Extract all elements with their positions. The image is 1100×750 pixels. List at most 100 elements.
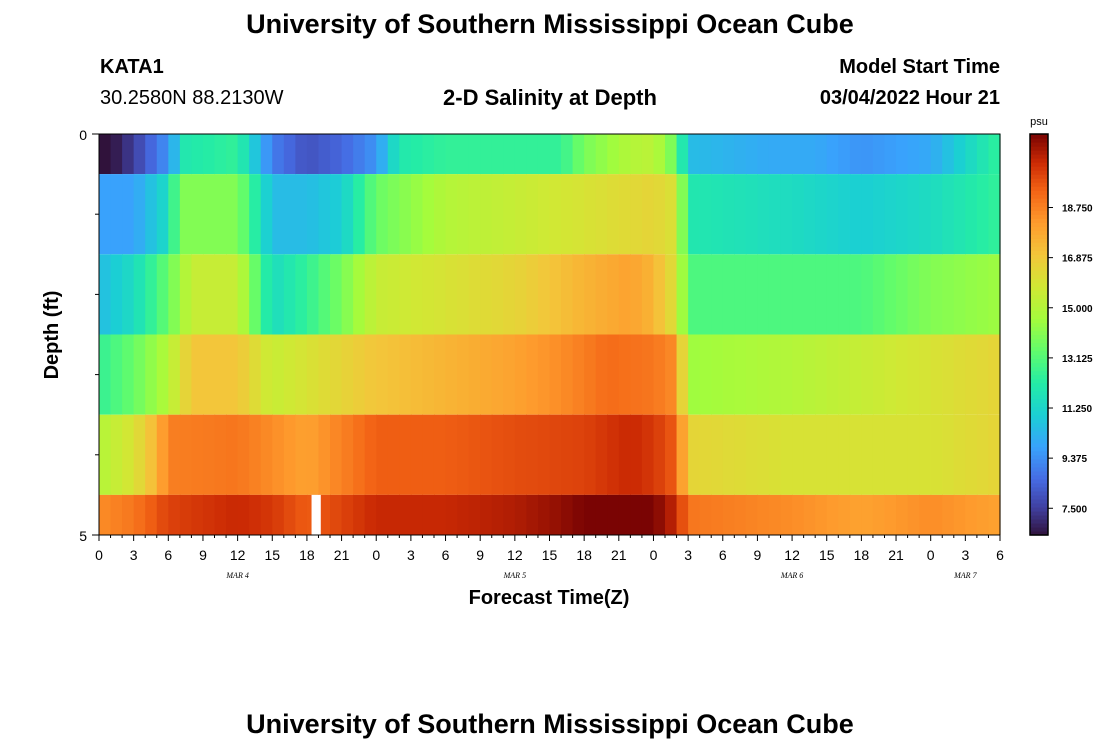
heatmap-cell bbox=[884, 134, 897, 175]
heatmap-cell bbox=[480, 174, 493, 255]
heatmap-cell bbox=[226, 414, 239, 495]
colorbar-segment bbox=[1030, 350, 1048, 356]
colorbar-segment bbox=[1030, 398, 1048, 404]
heatmap-cell bbox=[249, 414, 262, 495]
heatmap-cell bbox=[676, 174, 689, 255]
day-label: MAR 6 bbox=[780, 571, 803, 580]
heatmap-cell bbox=[191, 134, 204, 175]
heatmap-cell bbox=[399, 254, 412, 335]
heatmap-cell bbox=[665, 334, 678, 415]
heatmap-cell bbox=[988, 494, 1001, 535]
plot-title: 2-D Salinity at Depth bbox=[443, 85, 657, 110]
heatmap-cell bbox=[376, 494, 389, 535]
colorbar-segment bbox=[1030, 222, 1048, 227]
colorbar-segment bbox=[1030, 482, 1048, 488]
heatmap-cell bbox=[110, 494, 123, 535]
heatmap-cell bbox=[826, 254, 839, 335]
heatmap-cell bbox=[145, 174, 158, 255]
heatmap-cell bbox=[861, 134, 874, 175]
heatmap-cell bbox=[99, 334, 112, 415]
heatmap-cell bbox=[318, 414, 331, 495]
heatmap-cell bbox=[861, 494, 874, 535]
x-tick-label: 6 bbox=[996, 547, 1004, 563]
heatmap-cell bbox=[122, 494, 135, 535]
x-tick-label: 21 bbox=[611, 547, 627, 563]
heatmap-cell bbox=[768, 414, 782, 495]
heatmap-cell bbox=[249, 174, 262, 255]
heatmap-cell bbox=[641, 494, 655, 535]
colorbar-segment bbox=[1030, 226, 1048, 231]
heatmap-cell bbox=[480, 494, 493, 535]
heatmap-cell bbox=[584, 414, 597, 495]
colorbar-segment bbox=[1030, 202, 1048, 207]
heatmap-cell bbox=[353, 494, 366, 535]
colorbar-segment bbox=[1030, 434, 1048, 440]
colorbar-segment bbox=[1030, 238, 1048, 243]
heatmap-cell bbox=[711, 174, 724, 255]
heatmap-cell bbox=[191, 494, 204, 535]
colorbar-segment bbox=[1030, 518, 1048, 524]
heatmap-cell bbox=[780, 254, 793, 335]
heatmap-cell bbox=[607, 494, 620, 535]
heatmap-cell bbox=[156, 174, 169, 255]
x-tick-label: 18 bbox=[576, 547, 592, 563]
heatmap-cell bbox=[237, 254, 250, 335]
heatmap-cell bbox=[757, 254, 770, 335]
heatmap-cell bbox=[122, 134, 135, 175]
heatmap-cell bbox=[433, 494, 447, 535]
colorbar-segment bbox=[1030, 402, 1048, 408]
heatmap-cell bbox=[99, 174, 112, 255]
colorbar-segment bbox=[1030, 250, 1048, 255]
heatmap-cell bbox=[838, 334, 851, 415]
colorbar-segment bbox=[1030, 458, 1048, 464]
heatmap-cell bbox=[884, 254, 897, 335]
heatmap-cell bbox=[387, 254, 400, 335]
heatmap-cell bbox=[792, 414, 805, 495]
heatmap-cell bbox=[330, 134, 343, 175]
heatmap-cell bbox=[572, 494, 585, 535]
heatmap-cell bbox=[907, 494, 920, 535]
heatmap-cell bbox=[283, 494, 296, 535]
heatmap-cell bbox=[410, 134, 424, 175]
heatmap-cell bbox=[445, 174, 458, 255]
heatmap-cell bbox=[676, 254, 689, 335]
colorbar-segment bbox=[1030, 506, 1048, 512]
heatmap-cell bbox=[202, 254, 216, 335]
heatmap-cell bbox=[595, 174, 608, 255]
heatmap-cell bbox=[330, 254, 343, 335]
heatmap-cell bbox=[907, 134, 920, 175]
model-start-label: Model Start Time bbox=[839, 56, 1000, 78]
x-tick-label: 15 bbox=[542, 547, 558, 563]
heatmap-cell bbox=[99, 414, 112, 495]
day-label: MAR 5 bbox=[503, 571, 526, 580]
heatmap-cell bbox=[688, 174, 701, 255]
heatmap-cell bbox=[676, 334, 689, 415]
heatmap-cell bbox=[122, 174, 135, 255]
heatmap-cell bbox=[896, 174, 909, 255]
heatmap-cell bbox=[734, 334, 747, 415]
heatmap-cell bbox=[630, 334, 643, 415]
heatmap-cell bbox=[99, 494, 112, 535]
heatmap-cell bbox=[295, 174, 308, 255]
heatmap-cell bbox=[942, 414, 955, 495]
heatmap-cell bbox=[410, 334, 424, 415]
heatmap-cell bbox=[722, 134, 735, 175]
heatmap-cell bbox=[353, 254, 366, 335]
colorbar-segment bbox=[1030, 438, 1048, 444]
heatmap-cell bbox=[283, 414, 296, 495]
heatmap-cell bbox=[872, 414, 886, 495]
heatmap-cell bbox=[179, 334, 193, 415]
y-tick-label: 0 bbox=[79, 127, 87, 143]
heatmap-cell bbox=[191, 174, 204, 255]
colorbar-segment bbox=[1030, 254, 1048, 259]
colorbar-segment bbox=[1030, 150, 1048, 155]
heatmap-cell bbox=[99, 134, 112, 175]
heatmap-cell bbox=[433, 334, 447, 415]
heatmap-cell bbox=[376, 414, 389, 495]
heatmap-cell bbox=[896, 134, 909, 175]
heatmap-cell bbox=[202, 494, 216, 535]
heatmap-cell bbox=[514, 334, 527, 415]
heatmap-cell bbox=[168, 494, 181, 535]
heatmap-cell bbox=[249, 494, 262, 535]
